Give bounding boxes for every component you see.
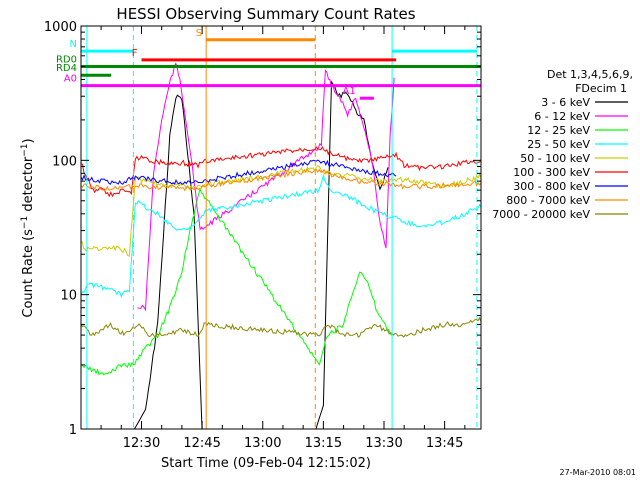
y-tick-label-1000: 1000	[44, 20, 77, 35]
flag-label-rd4: RD4	[56, 63, 77, 74]
series-line-800-7000-kev	[81, 168, 481, 192]
flag-label-n: N	[70, 39, 77, 50]
series-line-6-12-kev	[137, 62, 395, 312]
series-line-7000-20000-kev	[81, 316, 481, 339]
legend-entry-25-50-kev: 25 - 50 keV	[527, 138, 590, 151]
y-tick-label-10: 10	[60, 289, 77, 304]
legend-entry-3-6-kev: 3 - 6 keV	[541, 96, 590, 109]
legend-entry-300-800-kev: 300 - 800 keV	[513, 180, 590, 193]
chart-title: HESSI Observing Summary Count Rates	[116, 5, 415, 23]
series-line-12-25-kev	[81, 187, 393, 376]
legend-header-line2: FDecim 1	[575, 82, 627, 95]
flag-label-s: S	[196, 28, 202, 39]
flag-label-rd0: RD0	[56, 54, 77, 65]
plot-frame	[80, 25, 482, 430]
series-line-50-100-kev	[81, 164, 481, 257]
flag-label-f: F	[132, 48, 138, 59]
legend-entry-100-300-kev: 100 - 300 keV	[513, 166, 590, 179]
legend-entry-800-7000-kev: 800 - 7000 keV	[506, 194, 590, 207]
legend-entry-12-25-kev: 12 - 25 keV	[527, 124, 590, 137]
series-line-300-800-kev	[81, 159, 397, 185]
series-line-100-300-kev	[81, 145, 481, 198]
flag-label-a0: A0	[64, 74, 77, 85]
y-tick-label-1: 1	[69, 423, 77, 438]
timestamp: 27-Mar-2010 08:01	[560, 468, 637, 477]
series-line-3-6-kev	[133, 80, 389, 429]
series-line-25-50-kev	[81, 173, 481, 298]
y-tick-label-100: 100	[52, 154, 77, 169]
x-tick-label-1245: 12:45	[183, 436, 220, 451]
legend-entry-7000-20000-kev: 7000 - 20000 keV	[492, 208, 590, 221]
flag-label-a1: A1	[343, 86, 356, 97]
y-axis-label: Count Rate (s−1 detector−1)	[20, 138, 36, 317]
x-tick-label-1330: 13:30	[365, 436, 402, 451]
legend-header-line1: Det 1,3,4,5,6,9,	[547, 68, 633, 81]
x-tick-label-1300: 13:00	[244, 436, 281, 451]
x-axis-label: Start Time (09-Feb-04 12:15:02)	[161, 456, 371, 471]
legend-entry-50-100-kev: 50 - 100 keV	[520, 152, 590, 165]
x-tick-label-1230: 12:30	[123, 436, 160, 451]
legend-entry-6-12-kev: 6 - 12 keV	[534, 110, 590, 123]
x-tick-label-1315: 13:15	[305, 436, 342, 451]
x-tick-label-1345: 13:45	[426, 436, 463, 451]
